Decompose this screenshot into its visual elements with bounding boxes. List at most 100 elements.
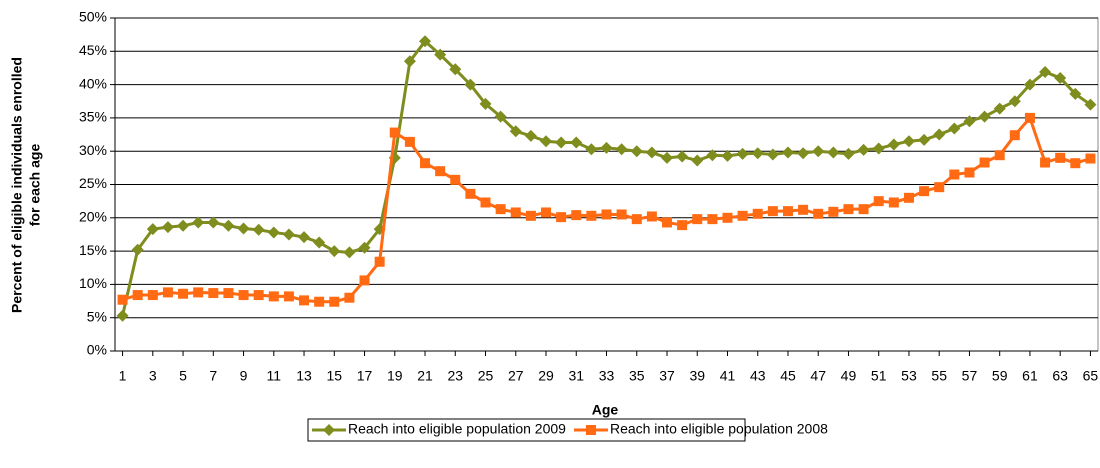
marker: [1040, 157, 1051, 168]
y-tick-label: 5%: [87, 308, 107, 324]
marker: [630, 145, 643, 158]
marker: [344, 292, 355, 303]
x-tick-label: 43: [750, 368, 766, 384]
marker: [282, 228, 295, 241]
marker: [661, 217, 672, 228]
marker: [555, 136, 568, 149]
marker: [571, 210, 582, 221]
marker: [722, 212, 733, 223]
marker: [752, 208, 763, 219]
marker: [676, 150, 689, 163]
marker: [933, 128, 946, 141]
marker: [751, 147, 764, 160]
marker: [1009, 130, 1020, 141]
marker: [389, 127, 400, 138]
legend-label: Reach into eligible population 2009: [348, 421, 566, 437]
marker: [828, 206, 839, 217]
x-tick-label: 1: [119, 368, 127, 384]
marker: [404, 136, 415, 147]
y-tick-label: 45%: [79, 42, 107, 58]
marker: [541, 207, 552, 218]
marker: [177, 219, 190, 232]
x-tick-label: 45: [780, 368, 796, 384]
marker: [146, 223, 159, 236]
y-tick-label: 25%: [79, 175, 107, 191]
marker: [872, 142, 885, 155]
marker: [781, 146, 794, 159]
x-tick-label: 5: [179, 368, 187, 384]
marker: [525, 210, 536, 221]
marker: [721, 149, 734, 162]
x-tick-label: 23: [447, 368, 463, 384]
x-tick-label: 27: [508, 368, 524, 384]
marker: [979, 157, 990, 168]
marker: [434, 48, 447, 61]
marker: [343, 246, 356, 259]
marker: [207, 216, 220, 229]
marker: [948, 122, 961, 135]
marker: [1055, 152, 1066, 163]
marker: [963, 115, 976, 128]
x-tick-label: 25: [478, 368, 494, 384]
marker: [323, 424, 335, 436]
marker: [328, 245, 341, 258]
marker: [827, 146, 840, 159]
marker: [161, 221, 174, 234]
x-tick-label: 15: [326, 368, 342, 384]
marker: [1085, 153, 1096, 164]
marker: [510, 207, 521, 218]
x-tick-label: 3: [149, 368, 157, 384]
marker: [949, 169, 960, 180]
marker: [1008, 95, 1021, 108]
x-tick-label: 35: [629, 368, 645, 384]
marker: [238, 290, 249, 301]
marker: [479, 97, 492, 110]
marker: [403, 55, 416, 68]
marker: [208, 288, 219, 299]
marker: [798, 204, 809, 215]
x-tick-label: 29: [538, 368, 554, 384]
marker: [435, 166, 446, 177]
y-tick-label: 0%: [87, 342, 107, 358]
marker: [193, 287, 204, 298]
marker: [495, 204, 506, 215]
marker: [1070, 158, 1081, 169]
marker: [298, 231, 311, 244]
marker: [585, 143, 598, 156]
marker: [873, 196, 884, 207]
marker: [358, 241, 371, 254]
marker: [616, 209, 627, 220]
x-tick-label: 39: [689, 368, 705, 384]
marker: [267, 226, 280, 239]
marker: [1024, 112, 1035, 123]
marker: [524, 129, 537, 142]
y-tick-label: 50%: [79, 9, 107, 25]
marker: [918, 133, 931, 146]
marker: [1039, 65, 1052, 78]
marker: [162, 287, 173, 298]
x-tick-label: 59: [992, 368, 1008, 384]
x-tick-label: 31: [568, 368, 584, 384]
x-tick-label: 41: [720, 368, 736, 384]
marker: [857, 143, 870, 156]
x-tick-label: 37: [659, 368, 675, 384]
y-tick-label: 20%: [79, 209, 107, 225]
marker: [329, 296, 340, 307]
x-tick-label: 55: [931, 368, 947, 384]
marker: [556, 212, 567, 223]
marker: [374, 256, 385, 267]
marker: [887, 138, 900, 151]
marker: [767, 206, 778, 217]
x-tick-label: 53: [901, 368, 917, 384]
marker: [450, 174, 461, 185]
marker: [993, 102, 1006, 115]
marker: [902, 135, 915, 148]
marker: [858, 204, 869, 215]
marker: [449, 63, 462, 76]
marker: [706, 149, 719, 162]
x-tick-label: 9: [240, 368, 248, 384]
marker: [585, 425, 596, 435]
marker: [645, 146, 658, 159]
marker: [509, 125, 522, 138]
marker: [903, 192, 914, 203]
